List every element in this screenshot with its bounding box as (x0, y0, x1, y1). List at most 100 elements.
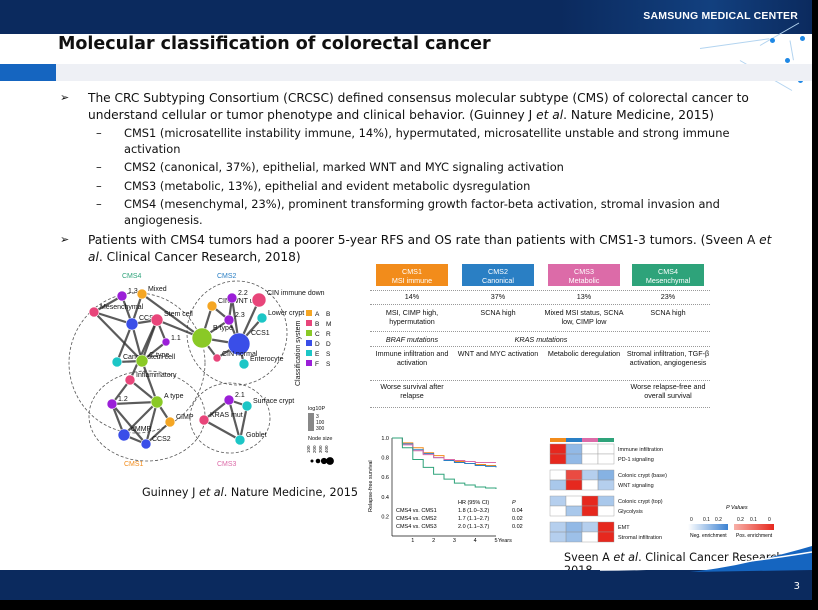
legend-text: R (326, 331, 331, 338)
network-node-label: Inflammatory (136, 372, 177, 379)
bullet-crcsc: ➢ The CRC Subtyping Consortium (CRCSC) d… (60, 90, 780, 123)
heatmap-scale-tick: 0 (690, 517, 693, 523)
table-header-cms2: CMS2 Canonical (462, 264, 534, 286)
km-x-tick: 1 (411, 538, 414, 544)
km-x-tick: 4 (474, 538, 477, 544)
table-feature: SCNA high (480, 308, 516, 317)
network-node (150, 313, 164, 327)
heatmap-column-header (550, 438, 566, 442)
km-y-tick: 1.0 (381, 436, 389, 442)
heatmap-cell (549, 479, 567, 491)
legend-title: Classification system (295, 320, 302, 386)
legend-swatch (306, 340, 312, 346)
network-node (135, 354, 149, 368)
network-node (124, 374, 136, 386)
km-x-tick: 5 (494, 538, 497, 544)
heatmap-cell (581, 479, 599, 491)
legend-letter: B (315, 321, 319, 328)
table-header-cms4: CMS4 Mesenchymal (632, 264, 704, 286)
km-y-tick: 0.6 (381, 475, 389, 481)
network-node-label: 2.2 (238, 290, 248, 297)
network-node-label: 1.3 (128, 288, 138, 295)
km-y-label: Relapse-free survival (368, 460, 374, 512)
heatmap-column-header (598, 438, 614, 442)
table-biology: Stromal infiltration, TGF-β activation, … (626, 349, 710, 367)
network-node (241, 400, 253, 412)
title-accent-bar (0, 64, 56, 81)
brand-logo-text: SAMSUNG MEDICAL CENTER (643, 10, 798, 22)
network-edge (141, 293, 203, 339)
heatmap-cell (597, 453, 615, 465)
subbullet-cms4: – CMS4 (mesenchymal, 23%), prominent tran… (96, 197, 720, 227)
group-label-cms3: CMS3 (217, 461, 237, 468)
km-x-tick: 2 (432, 538, 435, 544)
slide: SAMSUNG MEDICAL CENTER Molecular classif… (0, 0, 812, 600)
cms-summary-table: CMS1 MSI immune CMS2 Canonical CMS3 Metabolic… (370, 264, 710, 414)
network-edge (238, 405, 249, 441)
arrow-bullet-icon: ➢ (60, 91, 70, 104)
km-x-tick: 3 (453, 538, 456, 544)
node-size-circle (310, 459, 314, 463)
heatmap-cell (597, 495, 615, 507)
heatmap-scale-tick: 0.2 (715, 517, 722, 523)
km-y-tick: 0.8 (381, 456, 389, 462)
network-node (161, 337, 171, 347)
legend-text: M (326, 321, 331, 328)
heatmap-cell (597, 479, 615, 491)
heatmap-cell (581, 453, 599, 465)
heatmap-cell (581, 469, 599, 481)
cms-network-figure: 1.3 Mixed Mesenchymal CCS3 Stem cell 1.1 Cance… (68, 273, 334, 468)
cluster-outline (186, 280, 288, 386)
legend-letter: D (315, 341, 320, 348)
subbullet-cms3: – CMS3 (metabolic, 13%), epithelial and e… (96, 178, 531, 193)
heatmap-cell (565, 505, 583, 517)
legend-letter: A (315, 311, 320, 318)
table-feature: Mixed MSI status, SCNA low, CIMP low (544, 308, 624, 326)
network-node (256, 312, 268, 324)
heatmap-neg-label: Neg. enrichment (690, 533, 727, 539)
network-node-label: Stem cell (164, 311, 193, 318)
network-node-label: CIN normal (222, 351, 258, 358)
table-header-cms1: CMS1 MSI immune (376, 264, 448, 286)
heatmap-cell (581, 521, 599, 533)
network-node-label: 1.1 (171, 335, 181, 342)
network-edge (145, 421, 171, 445)
table-feature: MSI, CIMP high, hypermutation (385, 308, 439, 326)
km-stats-header-p: P (512, 500, 516, 506)
network-node-label: CCS3 (139, 315, 158, 322)
network-edge (111, 400, 158, 406)
heatmap-scale-pos (734, 524, 774, 530)
network-edge (93, 310, 133, 326)
legend-letter: F (315, 361, 319, 368)
heatmap-cell (581, 495, 599, 507)
heatmap-scale-tick: 0.1 (703, 517, 710, 523)
network-node (140, 438, 152, 450)
legend-text: S (326, 361, 331, 368)
table-biology: Metabolic deregulation (547, 349, 621, 358)
legend-letter: C (315, 331, 320, 338)
network-node (223, 314, 235, 326)
network-edge (203, 419, 241, 441)
arrow-bullet-icon: ➢ (60, 233, 70, 246)
heatmap-cell (549, 443, 567, 455)
caption-guinney: Guinney J et al. Nature Medicine, 2015 (142, 486, 358, 499)
heatmap-pos-label: Pos. enrichment (736, 533, 773, 539)
table-survival-cms4: Worse relapse-free and overall survival (630, 382, 706, 400)
legend-text: B (326, 311, 330, 318)
table-biology: Immune infiltration and activation (375, 349, 449, 367)
heatmap-cell (549, 495, 567, 507)
bullet-italic: et al (536, 107, 564, 122)
km-series-line (392, 437, 497, 489)
heatmap-row-label: Immune infiltration (618, 447, 663, 453)
network-edge (227, 399, 242, 441)
subbullet-cms1: – CMS1 (microsatellite instability immune… (96, 126, 730, 156)
network-node (88, 306, 100, 318)
network-node (164, 416, 176, 428)
legend-swatch (306, 330, 312, 336)
network-node-label: A type (164, 393, 184, 400)
heatmap-cell (549, 505, 567, 517)
network-edge (128, 319, 159, 381)
km-stats-label: CMS4 vs. CMS3 (396, 524, 437, 530)
network-edge (111, 403, 147, 445)
group-label-cms4: CMS4 (122, 273, 142, 280)
